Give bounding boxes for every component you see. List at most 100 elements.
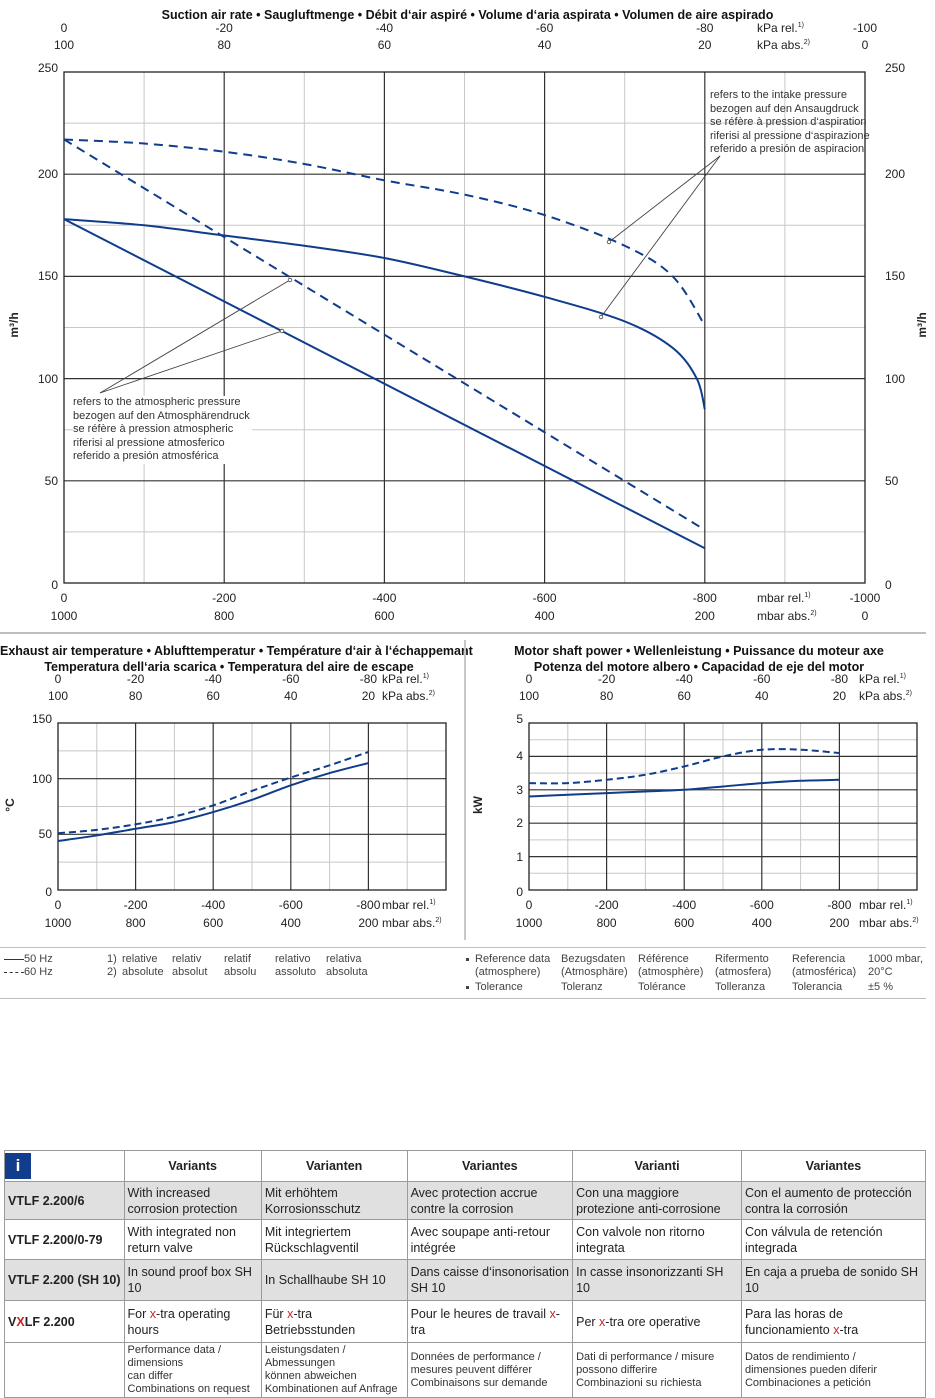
reference-text: Tolleranza — [715, 981, 766, 993]
unit-label: kPa rel. — [382, 672, 423, 686]
text: -tra ore operative — [605, 1314, 701, 1329]
footer-line: Combinaisons sur demande — [410, 1376, 548, 1389]
footer-line: Leistungsdaten / Abmessungen — [264, 1344, 346, 1369]
title-line: Potenza del motore albero • Capacidad de… — [533, 660, 865, 674]
footer-line: possono differire — [576, 1363, 658, 1376]
footnote-ref: 1) — [797, 22, 804, 29]
text-red: x — [287, 1306, 294, 1321]
column-header: Variants — [123, 1150, 262, 1182]
unit-label: mbar abs. — [859, 916, 913, 930]
series-line-solid — [63, 218, 706, 410]
footer-line: Performance data / dimensions — [127, 1344, 222, 1369]
unit-label: kPa abs. — [859, 689, 906, 703]
table-cell: Für x-tra Betriebsstunden — [260, 1300, 408, 1343]
variants-table: i Variants Varianten Variantes Varianti … — [4, 1150, 927, 1398]
x-tick-abs: 1000 — [44, 916, 72, 930]
x-top-tick-rel: -60 — [282, 672, 300, 686]
x-top-tick-rel: -20 — [215, 21, 233, 35]
footnote-num: 2) — [107, 966, 117, 978]
column-header: Varianten — [260, 1150, 408, 1182]
footer-line: können abweichen — [264, 1370, 357, 1382]
y-tick-left: 50 — [38, 827, 52, 842]
suction-chart-title: Suction air rate • Saugluftmenge • Débit… — [161, 8, 774, 22]
unit-label: mbar abs. — [382, 916, 436, 930]
x-tick-abs: 1000 — [50, 609, 78, 623]
unit-mbar-rel: mbar rel.1) — [859, 898, 913, 912]
series-line-dashed — [528, 748, 840, 785]
table-cell: Avec soupape anti-retour intégrée — [406, 1219, 574, 1260]
x-top-tick-rel: -40 — [375, 21, 394, 35]
title-line: Temperatura dell‘aria scarica • Temperat… — [44, 660, 414, 674]
temperature-y-label: °C — [3, 798, 17, 812]
unit-mbar-abs: mbar abs.2) — [859, 916, 919, 930]
x-tick-rel: -200 — [123, 898, 148, 912]
footnote-word: relativ — [172, 953, 202, 965]
x-tick-rel: -800 — [692, 591, 717, 605]
x-tick-rel: -200 — [212, 591, 237, 605]
x-tick-rel: -1000 — [849, 591, 881, 605]
footnote-word: absoluta — [326, 966, 368, 978]
footnotes: 1) relative relativ relatif relativo rel… — [107, 953, 387, 979]
x-tick-rel: 0 — [60, 591, 68, 605]
text-red: x — [549, 1306, 556, 1321]
model-cell: VXLF 2.200 — [4, 1300, 125, 1343]
legend-60hz: 60 Hz — [4, 966, 53, 979]
table-cell: In sound proof box SH 10 — [123, 1259, 262, 1301]
x-top-tick-rel: -100 — [852, 21, 878, 35]
annotation-marker — [279, 328, 285, 334]
footnote-word: absolut — [172, 966, 208, 978]
unit-kpa-abs: kPa abs.2) — [382, 689, 435, 703]
table-cell: With increased corrosion protection — [123, 1181, 262, 1220]
footnote-ref: 1) — [906, 899, 913, 906]
table-footer-row: Performance data / dimensions can differ C… — [4, 1342, 927, 1398]
annotation-marker — [606, 239, 612, 245]
x-top-tick-abs: 100 — [47, 689, 69, 703]
footnote-num: 1) — [107, 953, 117, 965]
table-row: VTLF 2.200 (SH 10) In sound proof box SH… — [4, 1259, 927, 1301]
title-line: Motor shaft power • Wellenleistung • Pui… — [514, 644, 884, 658]
footer-line: dimensiones pueden diferir — [744, 1363, 878, 1376]
empty-cell — [4, 1342, 125, 1398]
series-line-solid — [528, 778, 840, 798]
x-tick-abs: 800 — [125, 916, 146, 930]
x-top-tick-rel: -40 — [204, 672, 222, 686]
model-cell: VTLF 2.200 (SH 10) — [4, 1259, 125, 1301]
y-tick-left: 4 — [516, 749, 523, 764]
x-tick-abs: 200 — [694, 609, 715, 623]
text-red: x — [149, 1306, 157, 1321]
series-line-dashed — [57, 751, 369, 835]
footer-cell: Données de performance / mesures peuvent … — [406, 1342, 574, 1398]
table-row: VTLF 2.200/0-79 With integrated non retu… — [4, 1219, 927, 1260]
reference-text: (atmosférica) — [792, 966, 857, 978]
footnote-word: absolu — [224, 966, 257, 978]
bullet-icon — [466, 958, 469, 961]
reference-text: Tolerancia — [792, 981, 843, 993]
x-tick-rel: 0 — [525, 898, 533, 912]
y-tick-left: 250 — [37, 61, 58, 75]
power-chart-title: Motor shaft power • Wellenleistung • Pui… — [468, 643, 930, 675]
table-cell: Con valvole non ritorno integrata — [572, 1219, 742, 1260]
atmospheric-pressure-note: refers to the atmospheric pressure bezog… — [73, 396, 252, 464]
x-tick-abs: 600 — [374, 609, 395, 623]
unit-kpa-rel: kPa rel.1) — [757, 21, 804, 35]
note-line: se réfère à pression atmospheric — [73, 423, 234, 436]
x-top-tick-abs: 20 — [698, 38, 712, 52]
footnote-word: assoluto — [275, 966, 316, 978]
y-tick-left: 0 — [45, 885, 52, 899]
unit-mbar-rel: mbar rel.1) — [757, 591, 811, 605]
reference-text: Rifermento — [715, 953, 769, 965]
y-tick-right: 250 — [885, 61, 906, 75]
column-header: Variantes — [740, 1150, 927, 1182]
temperature-chart — [57, 722, 447, 891]
x-tick-rel: -600 — [749, 898, 774, 912]
y-tick-right: 200 — [885, 167, 906, 182]
y-tick-left: 200 — [37, 167, 58, 182]
annotation-leader-line — [99, 279, 291, 394]
legend-50hz: 50 Hz — [4, 953, 53, 966]
unit-mbar-rel: mbar rel.1) — [382, 898, 436, 912]
table-cell: Para las horas de funcionamiento x-tra — [740, 1300, 927, 1343]
x-tick-rel: -400 — [672, 898, 697, 912]
x-top-tick-rel: -20 — [597, 672, 616, 686]
note-line: referido a presión atmosférica — [73, 450, 219, 463]
footer-line: Combinaciones a petición — [744, 1376, 871, 1389]
